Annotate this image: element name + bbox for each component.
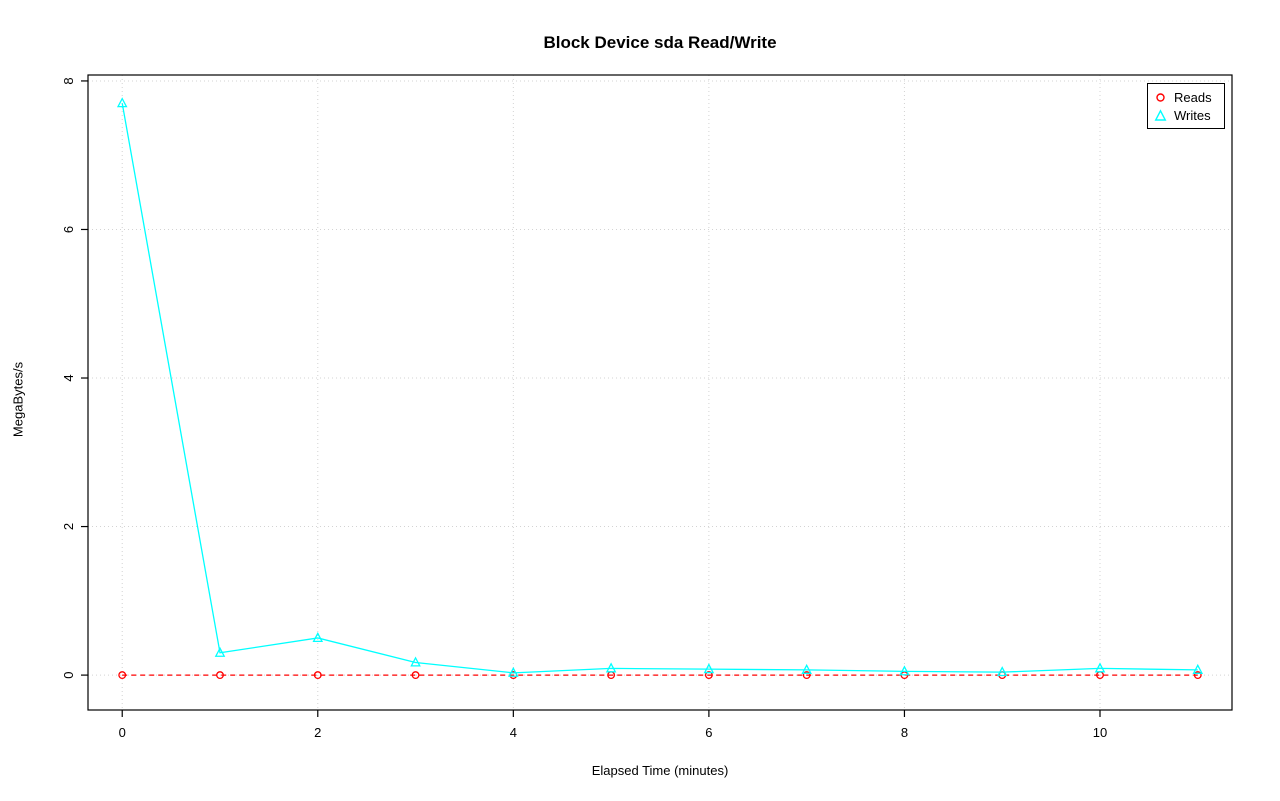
x-axis-label: Elapsed Time (minutes) (591, 763, 729, 778)
legend-item-writes: Writes (1154, 106, 1218, 124)
legend-item-label: Reads (1174, 89, 1212, 105)
svg-text:10: 10 (1093, 725, 1107, 740)
svg-text:8: 8 (61, 77, 76, 84)
legend-item-reads: Reads (1154, 88, 1218, 106)
writes-triangle-marker-icon (1154, 108, 1167, 121)
svg-text:0: 0 (119, 725, 126, 740)
svg-text:2: 2 (61, 523, 76, 530)
svg-text:4: 4 (510, 725, 517, 740)
legend-item-label: Writes (1174, 107, 1211, 123)
chart-title: Block Device sda Read/Write (543, 33, 777, 52)
y-axis-label: MegaBytes/s (10, 361, 26, 438)
svg-text:6: 6 (61, 226, 76, 233)
svg-text:0: 0 (61, 671, 76, 678)
legend: Reads Writes (1147, 83, 1225, 129)
svg-text:4: 4 (61, 374, 76, 381)
svg-text:2: 2 (314, 725, 321, 740)
reads-circle-marker-icon (1156, 92, 1165, 102)
svg-text:8: 8 (901, 725, 908, 740)
svg-text:6: 6 (705, 725, 712, 740)
